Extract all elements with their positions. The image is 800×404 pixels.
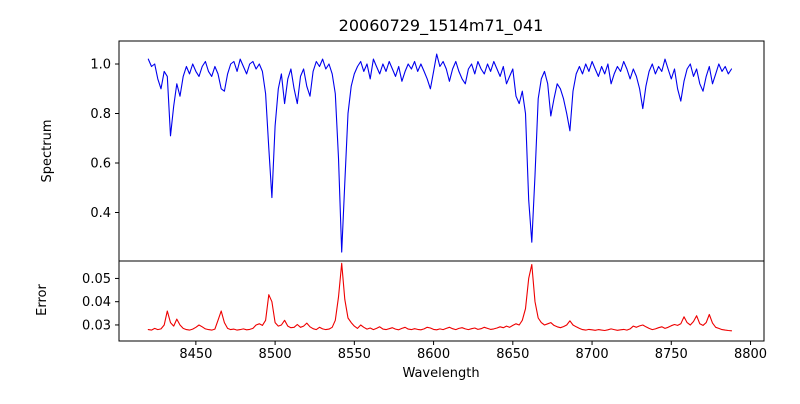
- spectrum-y-tick-label: 0.8: [90, 107, 111, 122]
- error-y-axis-label: Error: [35, 284, 50, 316]
- x-tick-label: 8700: [576, 347, 609, 362]
- error-y-tick-label: 0.04: [82, 295, 111, 310]
- spectrum-y-tick-label: 0.6: [90, 157, 111, 172]
- x-tick-label: 8550: [338, 347, 371, 362]
- spectrum-line: [147, 53, 733, 253]
- error-plot-area: [118, 260, 765, 342]
- x-tick-label: 8650: [496, 347, 529, 362]
- spectrum-y-axis-label: Spectrum: [40, 120, 55, 183]
- spectrum-y-tick-label: 1.0: [90, 58, 111, 73]
- x-tick-label: 8500: [259, 347, 292, 362]
- x-tick-label: 8750: [655, 347, 688, 362]
- error-line: [147, 262, 733, 332]
- x-tick-label: 8600: [417, 347, 450, 362]
- spectrum-y-axis-ticks: 0.4 0.6 0.8 1.0: [90, 58, 119, 221]
- figure-title: 20060729_1514m71_041: [339, 16, 544, 36]
- x-axis-ticks: 8450 8500 8550 8600 8650 8700 8750 8800: [179, 341, 767, 362]
- spectrum-plot-area: [118, 40, 765, 262]
- error-y-axis-ticks: 0.03 0.04 0.05: [82, 272, 119, 333]
- x-axis-label: Wavelength: [402, 366, 479, 381]
- x-tick-label: 8800: [734, 347, 767, 362]
- error-y-tick-label: 0.03: [82, 318, 111, 333]
- spectrum-y-tick-label: 0.4: [90, 206, 111, 221]
- error-y-tick-label: 0.05: [82, 272, 111, 287]
- x-tick-label: 8450: [179, 347, 212, 362]
